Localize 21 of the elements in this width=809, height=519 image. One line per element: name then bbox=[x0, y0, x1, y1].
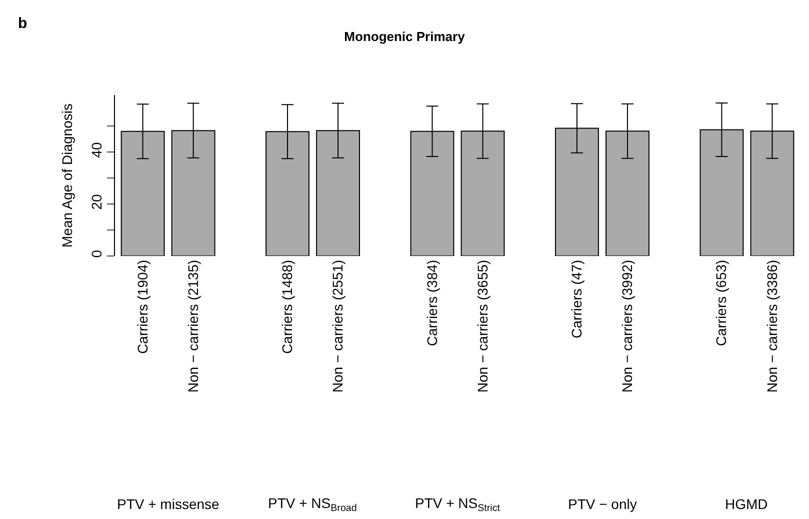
x-tick-label: Non − carriers (2551) bbox=[330, 260, 346, 392]
y-tick-label: 40 bbox=[88, 142, 104, 158]
x-tick-label: Carriers (1488) bbox=[279, 260, 296, 354]
text: b bbox=[18, 15, 28, 32]
y-axis-title: Mean Age of Diagnosis bbox=[59, 104, 75, 248]
x-tick-label: Carriers (653) bbox=[713, 260, 730, 346]
text: HGMD bbox=[725, 496, 768, 512]
x-tick-label: Non − carriers (3386) bbox=[764, 260, 780, 392]
y-tick-label: 0 bbox=[88, 250, 104, 258]
x-tick-label: Non − carriers (3992) bbox=[619, 260, 636, 392]
x-tick-label: Non − carriers (2135) bbox=[184, 260, 201, 392]
chart-title: Monogenic Primary bbox=[344, 28, 466, 44]
x-tick-label: Non − carriers (3655) bbox=[474, 260, 490, 392]
text: PTV + NS$_{Broad}$ bbox=[268, 495, 357, 514]
x-tick-label: Carriers (1904) bbox=[134, 260, 150, 354]
text: PTV − only bbox=[568, 496, 637, 512]
y-tick-label: 20 bbox=[88, 194, 104, 210]
text: PTV + missense bbox=[117, 496, 220, 512]
x-tick-label: Carriers (384) bbox=[424, 260, 440, 346]
x-tick-label: Carriers (47) bbox=[568, 260, 585, 338]
text: PTV + NS$_{Strict}$ bbox=[415, 495, 500, 514]
